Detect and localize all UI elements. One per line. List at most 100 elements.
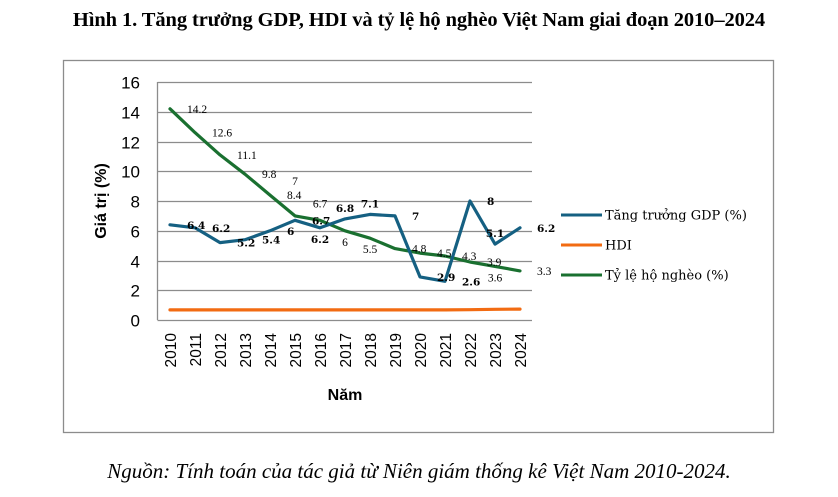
y-axis-title: Giá trị (%) <box>93 163 110 239</box>
data-point-hdi-2018 <box>369 308 372 311</box>
y-tick-labels: 0 2 4 6 8 10 12 14 16 <box>121 74 140 331</box>
y-tick-label: 16 <box>121 74 140 93</box>
data-point-hdi-2023 <box>494 308 497 311</box>
legend-label-gdp: Tăng trưởng GDP (%) <box>605 209 747 224</box>
data-point-hdi-2012 <box>219 308 222 311</box>
series-line-gdp <box>168 199 522 283</box>
data-label-gdp-2014: 6 <box>287 226 294 238</box>
x-tick-label: 2016 <box>313 333 330 367</box>
x-tick-label: 2018 <box>363 333 380 367</box>
y-tick-label: 6 <box>131 223 140 242</box>
x-tick-label: 2010 <box>163 333 180 368</box>
data-label-gdp-2012: 5.2 <box>237 238 255 250</box>
data-point-hdi-2016 <box>319 308 322 311</box>
data-label-gdp-2013: 5.4 <box>262 235 280 247</box>
data-point-hdi-2011 <box>194 308 197 311</box>
data-point-gdp-2017 <box>344 217 347 220</box>
data-label-poverty-2018: 5.5 <box>363 244 378 256</box>
series-lines <box>168 107 522 312</box>
data-label-gdp-2020: 2.9 <box>437 272 455 284</box>
x-tick-label: 2019 <box>388 333 405 367</box>
series-line-hdi <box>168 307 522 312</box>
data-point-poverty-2015 <box>294 214 297 217</box>
data-label-gdp-2010: 6.4 <box>187 220 205 232</box>
data-point-gdp-2023 <box>494 243 497 246</box>
legend-item-poverty: Tỷ lệ hộ nghèo (%) <box>561 269 729 284</box>
chart-frame <box>62 59 775 434</box>
y-tick-label: 8 <box>131 193 140 212</box>
data-point-gdp-2014 <box>269 229 272 232</box>
data-label-gdp-2022: 8 <box>487 196 494 208</box>
data-label-poverty-2017: 6 <box>342 237 348 249</box>
data-point-gdp-2022 <box>469 200 472 203</box>
data-label-gdp-2023: 5.1 <box>486 228 504 240</box>
data-point-hdi-2022 <box>469 308 472 311</box>
data-point-gdp-2015 <box>294 219 297 222</box>
data-point-poverty-2024 <box>519 269 522 272</box>
data-point-poverty-2011 <box>194 131 197 134</box>
data-point-gdp-2020 <box>419 275 422 278</box>
data-label-poverty-2011: 12.6 <box>212 128 232 140</box>
legend-label-poverty: Tỷ lệ hộ nghèo (%) <box>605 269 729 284</box>
data-point-gdp-2019 <box>394 214 397 217</box>
data-point-hdi-2014 <box>269 308 272 311</box>
x-tick-label: 2011 <box>188 333 205 366</box>
data-label-gdp-2024: 6.2 <box>537 223 555 235</box>
figure-source-note: Nguồn: Tính toán của tác giả từ Niên giá… <box>107 459 731 483</box>
x-tick-labels: 2010 2011 2012 2013 2014 2015 2016 2017 2018 2019… <box>163 333 530 368</box>
data-labels: 6.4 6.2 5.2 5.4 6 6.7 6.2 6.8 7.1 7 2.9 2.6 8 5.1 6.2 1… <box>187 104 555 288</box>
data-label-poverty-2019: 4.8 <box>412 244 427 256</box>
data-label-poverty-2016: 6.7 <box>313 198 328 210</box>
y-tick-label: 2 <box>131 282 140 301</box>
data-point-hdi-2013 <box>244 308 247 311</box>
x-tick-label: 2013 <box>238 333 255 367</box>
y-tick-label: 14 <box>121 104 140 123</box>
data-point-gdp-2018 <box>369 213 372 216</box>
x-tick-label: 2021 <box>438 333 455 367</box>
data-point-gdp-2012 <box>219 241 222 244</box>
data-point-hdi-2015 <box>294 308 297 311</box>
data-point-poverty-2010 <box>169 107 172 110</box>
series-line-poverty <box>168 107 522 273</box>
data-label-poverty-2010: 14.2 <box>187 104 207 116</box>
legend: Tăng trưởng GDP (%) HDI Tỷ lệ hộ nghèo (… <box>561 209 747 284</box>
x-tick-label: 2012 <box>213 333 230 367</box>
data-label-gdp-2015: 6.7 <box>312 215 330 227</box>
legend-item-hdi: HDI <box>561 239 632 254</box>
data-label-poverty-2022: 3.9 <box>487 257 502 269</box>
x-tick-label: 2020 <box>413 333 430 368</box>
data-label-gdp-2021: 2.6 <box>462 276 480 288</box>
y-tick-label: 0 <box>131 312 140 331</box>
data-point-poverty-2018 <box>369 237 372 240</box>
x-tick-label: 2022 <box>463 333 480 367</box>
x-axis-title: Năm <box>328 387 363 404</box>
data-label-poverty-2020: 4.5 <box>437 248 452 260</box>
data-label-gdp-2011: 6.2 <box>212 223 230 235</box>
data-label-poverty-2015: 7 <box>292 176 298 188</box>
data-label-poverty-2023: 3.6 <box>488 272 503 284</box>
legend-label-hdi: HDI <box>605 239 632 254</box>
y-tick-label: 12 <box>121 134 140 153</box>
legend-item-gdp: Tăng trưởng GDP (%) <box>561 209 747 224</box>
data-label-gdp-2018: 7.1 <box>361 198 379 210</box>
x-tick-label: 2023 <box>488 333 505 367</box>
y-tick-label: 4 <box>131 253 140 272</box>
data-label-poverty-2021: 4.3 <box>462 251 477 263</box>
data-label-gdp-2019: 7 <box>412 211 419 223</box>
data-label-poverty-2014: 8.4 <box>287 190 302 202</box>
data-point-hdi-2017 <box>344 308 347 311</box>
data-label-poverty-2013: 9.8 <box>262 169 277 181</box>
data-point-hdi-2021 <box>444 308 447 311</box>
data-point-poverty-2014 <box>269 194 272 197</box>
x-tick-label: 2014 <box>263 333 280 368</box>
data-label-gdp-2017: 6.8 <box>336 203 354 215</box>
data-point-gdp-2010 <box>169 223 172 226</box>
x-tick-label: 2017 <box>338 333 355 367</box>
data-point-poverty-2019 <box>394 247 397 250</box>
data-point-hdi-2010 <box>169 308 172 311</box>
data-point-poverty-2012 <box>219 153 222 156</box>
figure-title: Hình 1. Tăng trưởng GDP, HDI và tỷ lệ hộ… <box>72 9 766 31</box>
x-tick-label: 2015 <box>288 333 305 367</box>
y-tick-label: 10 <box>121 163 140 182</box>
